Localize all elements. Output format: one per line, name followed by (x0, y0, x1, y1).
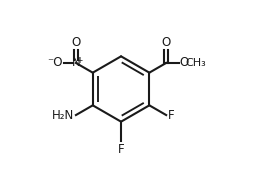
Text: H₂N: H₂N (52, 109, 75, 122)
Text: +: + (76, 56, 83, 65)
Text: N: N (71, 56, 80, 69)
Text: F: F (168, 109, 174, 122)
Text: ⁻O: ⁻O (47, 56, 63, 69)
Text: F: F (118, 143, 124, 156)
Text: O: O (71, 36, 80, 49)
Text: CH₃: CH₃ (186, 58, 206, 68)
Text: O: O (162, 36, 171, 49)
Text: O: O (179, 56, 189, 69)
